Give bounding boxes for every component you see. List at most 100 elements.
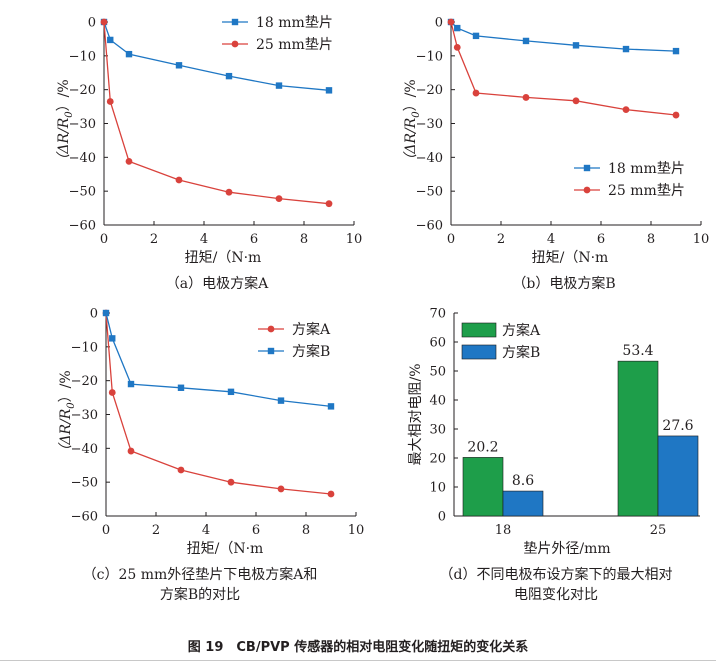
y-tick-label: 60 — [429, 336, 446, 351]
legend: 18 mm垫片 25 mm垫片 — [574, 161, 685, 199]
bar-value-label: 27.6 — [662, 418, 693, 434]
bar-value-label: 8.6 — [512, 473, 534, 489]
x-tick-label: 4 — [200, 232, 208, 247]
data-point — [175, 176, 183, 184]
data-point — [100, 18, 108, 26]
legend-marker — [231, 18, 239, 26]
y-tick-label: 0 — [435, 16, 443, 31]
data-point — [227, 388, 235, 396]
y-tick-label: −30 — [71, 408, 98, 423]
data-point — [472, 89, 480, 97]
data-point — [125, 157, 133, 165]
x-axis-label: 扭矩/（N·m — [185, 250, 262, 266]
y-tick-label: −40 — [416, 151, 443, 166]
y-axis-label: （ΔR/R0）/% — [56, 79, 75, 167]
y-tick-label: −10 — [69, 49, 96, 64]
data-point — [672, 111, 680, 119]
y-tick-label: 0 — [88, 16, 96, 31]
y-tick-label: 30 — [429, 423, 446, 438]
figure: 0 −10 −20 −30 −40 −50 −60 0 2 4 6 8 10 扭矩/（N·m （ΔR/R0）… — [56, 15, 709, 604]
y-tick-label: −20 — [416, 83, 443, 98]
data-point — [227, 478, 235, 486]
data-point — [275, 82, 283, 89]
y-tick-label: −30 — [416, 117, 443, 132]
data-point — [106, 98, 114, 105]
data-point — [127, 447, 135, 455]
data-point — [622, 106, 630, 114]
series-0 — [447, 18, 680, 55]
legend: 18 mm垫片 25 mm垫片 — [222, 15, 333, 53]
data-point — [453, 43, 461, 51]
data-point — [225, 188, 233, 196]
x-tick-label: 6 — [252, 523, 260, 538]
series-line — [450, 21, 677, 52]
data-point — [325, 87, 333, 94]
data-point — [277, 397, 285, 404]
y-tick-label: −50 — [69, 185, 96, 200]
data-point — [522, 37, 530, 45]
x-tick-label: 6 — [250, 232, 258, 247]
x-tick-label: 2 — [152, 523, 160, 538]
x-tick-label: 2 — [150, 232, 158, 247]
x-tick-label: 0 — [102, 523, 110, 538]
x-tick-label: 10 — [346, 232, 363, 247]
data-point — [454, 24, 461, 32]
series-0 — [102, 309, 335, 498]
chart-b: 0 −10 −20 −30 −40 −50 −60 0 2 4 6 8 10 扭矩/（N·m （ΔR/R0）… — [403, 16, 709, 293]
bar — [462, 457, 504, 517]
legend-marker — [231, 40, 239, 48]
y-tick-label: −60 — [71, 510, 98, 525]
legend-swatch — [461, 344, 497, 360]
data-point — [447, 18, 455, 26]
data-point — [327, 403, 335, 410]
series-0 — [100, 18, 333, 94]
x-tick-label: 0 — [447, 232, 455, 247]
bar-value-label: 20.2 — [467, 439, 498, 455]
data-point — [108, 389, 116, 396]
y-tick-label: 20 — [429, 452, 446, 467]
x-tick-label: 18 — [495, 523, 512, 538]
data-point — [175, 62, 183, 69]
data-point — [522, 94, 530, 101]
data-point — [225, 72, 233, 80]
y-tick-label: −20 — [69, 83, 96, 98]
data-point — [572, 42, 580, 49]
legend-marker — [267, 325, 275, 333]
x-tick-label: 8 — [300, 232, 308, 247]
series-line — [105, 312, 332, 495]
legend-marker — [583, 164, 591, 172]
x-tick-label: 0 — [100, 232, 108, 247]
x-tick-label: 8 — [302, 523, 310, 538]
chart-c: 0 −10 −20 −30 −40 −50 −60 0 2 4 6 8 10 扭矩/（N·m （ΔR/R0）… — [58, 307, 364, 604]
data-point — [109, 335, 116, 342]
y-tick-label: 0 — [90, 307, 98, 322]
legend-label: 方案A — [502, 322, 541, 339]
figure-caption: 图 19 CB/PVP 传感器的相对电阻变化随扭矩的变化关系 — [187, 640, 529, 655]
panel-caption: （c）25 mm外径垫片下电极方案A和 — [83, 566, 318, 583]
chart-d: 0 10 20 30 40 50 60 70 18 20.2 8.6 25 53.4 27.6 方案A 方案B… — [408, 307, 700, 603]
legend-label: 方案A — [292, 321, 331, 338]
y-tick-label: 0 — [438, 510, 446, 525]
y-tick-label: −50 — [416, 185, 443, 200]
series-line — [450, 21, 677, 116]
x-tick-label: 8 — [647, 232, 655, 247]
y-tick-label: −40 — [71, 442, 98, 457]
bar — [502, 490, 544, 517]
legend-label: 18 mm垫片 — [608, 161, 685, 177]
data-point — [275, 195, 283, 203]
data-point — [325, 200, 333, 208]
legend-label: 25 mm垫片 — [256, 37, 333, 53]
x-tick-label: 25 — [650, 523, 667, 538]
data-point — [327, 490, 335, 498]
legend-label: 25 mm垫片 — [608, 183, 685, 199]
legend-swatch — [461, 322, 497, 338]
y-axis-label: （ΔR/R0）/% — [58, 370, 77, 458]
data-point — [127, 380, 135, 388]
divider — [0, 660, 716, 661]
data-point — [472, 32, 480, 40]
chart-a: 0 −10 −20 −30 −40 −50 −60 0 2 4 6 8 10 扭矩/（N·m （ΔR/R0）… — [56, 15, 362, 292]
y-tick-label: −30 — [69, 117, 96, 132]
x-tick-label: 4 — [547, 232, 555, 247]
legend-label: 18 mm垫片 — [256, 15, 333, 31]
data-point — [102, 309, 110, 317]
